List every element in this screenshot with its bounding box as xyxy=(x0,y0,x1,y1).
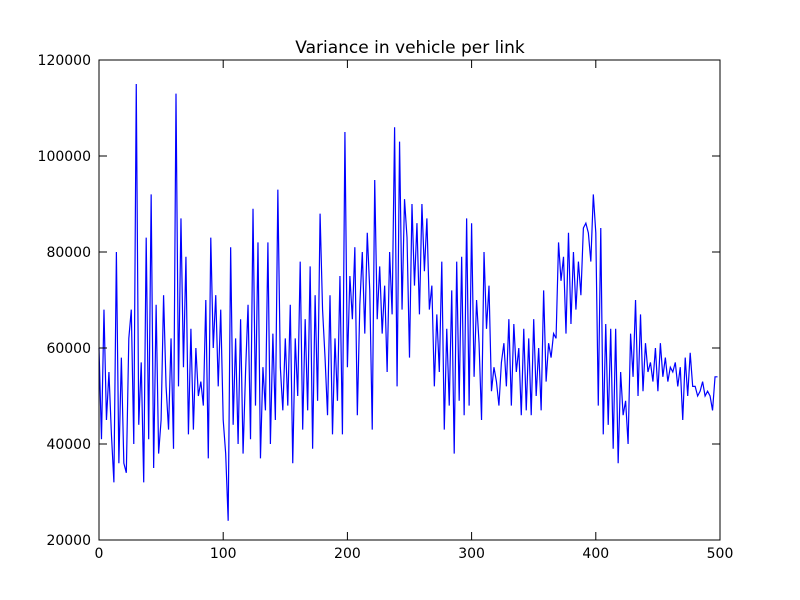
x-tick-label: 500 xyxy=(707,546,734,562)
y-tick-label: 20000 xyxy=(46,533,91,549)
x-tick-label: 0 xyxy=(95,546,104,562)
y-tick-label: 40000 xyxy=(46,437,91,453)
y-tick-label: 60000 xyxy=(46,341,91,357)
y-tick-label: 120000 xyxy=(38,53,91,69)
plot-frame xyxy=(98,59,721,541)
x-tick-label: 100 xyxy=(210,546,237,562)
chart-title: Variance in vehicle per link xyxy=(295,38,525,58)
y-tick-label: 100000 xyxy=(38,149,91,165)
x-tick-label: 200 xyxy=(334,546,361,562)
x-tick-label: 400 xyxy=(582,546,609,562)
x-tick-label: 300 xyxy=(458,546,485,562)
data-line xyxy=(98,83,718,521)
y-tick-label: 80000 xyxy=(46,245,91,261)
